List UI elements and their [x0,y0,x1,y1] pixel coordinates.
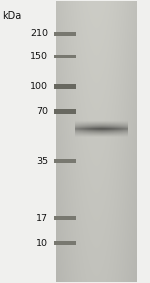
Bar [54,216,76,220]
Text: 70: 70 [36,107,48,115]
Bar [54,55,76,58]
Text: 150: 150 [30,52,48,61]
Bar [54,159,76,163]
Text: 210: 210 [30,29,48,38]
Bar [54,241,76,245]
Text: 35: 35 [36,157,48,166]
Bar [54,32,76,36]
Text: kDa: kDa [2,10,21,21]
Bar [54,109,76,113]
Bar [54,84,76,89]
Text: 17: 17 [36,214,48,223]
Text: 100: 100 [30,82,48,91]
Text: 10: 10 [36,239,48,248]
